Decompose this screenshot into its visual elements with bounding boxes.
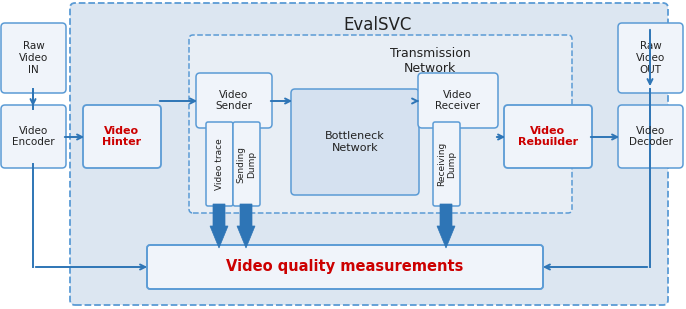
- Text: Video
Encoder: Video Encoder: [12, 126, 55, 147]
- Text: Video quality measurements: Video quality measurements: [226, 260, 464, 274]
- Polygon shape: [210, 204, 228, 248]
- FancyBboxPatch shape: [1, 23, 66, 93]
- Text: Video
Hinter: Video Hinter: [102, 126, 141, 147]
- FancyBboxPatch shape: [70, 3, 668, 305]
- Text: Video
Rebuilder: Video Rebuilder: [518, 126, 578, 147]
- FancyBboxPatch shape: [618, 23, 683, 93]
- Text: Video trace: Video trace: [215, 138, 224, 190]
- Text: Video
Sender: Video Sender: [215, 90, 252, 111]
- FancyBboxPatch shape: [83, 105, 161, 168]
- FancyBboxPatch shape: [504, 105, 592, 168]
- FancyBboxPatch shape: [147, 245, 543, 289]
- FancyBboxPatch shape: [291, 89, 419, 195]
- FancyBboxPatch shape: [206, 122, 233, 206]
- FancyBboxPatch shape: [1, 105, 66, 168]
- Text: Sending
Dump: Sending Dump: [237, 146, 256, 183]
- Text: Transmission
Network: Transmission Network: [390, 47, 471, 75]
- Text: Raw
Video
OUT: Raw Video OUT: [636, 41, 665, 74]
- FancyBboxPatch shape: [433, 122, 460, 206]
- FancyBboxPatch shape: [418, 73, 498, 128]
- FancyBboxPatch shape: [189, 35, 572, 213]
- Text: Video
Decoder: Video Decoder: [628, 126, 672, 147]
- Polygon shape: [237, 204, 255, 248]
- Text: Receiving
Dump: Receiving Dump: [437, 142, 456, 186]
- Text: EvalSVC: EvalSVC: [344, 16, 412, 34]
- Polygon shape: [437, 204, 455, 248]
- FancyBboxPatch shape: [233, 122, 260, 206]
- Text: Video
Receiver: Video Receiver: [436, 90, 480, 111]
- FancyBboxPatch shape: [618, 105, 683, 168]
- Text: Raw
Video
IN: Raw Video IN: [19, 41, 48, 74]
- Text: Bottleneck
Network: Bottleneck Network: [325, 131, 385, 153]
- FancyBboxPatch shape: [196, 73, 272, 128]
